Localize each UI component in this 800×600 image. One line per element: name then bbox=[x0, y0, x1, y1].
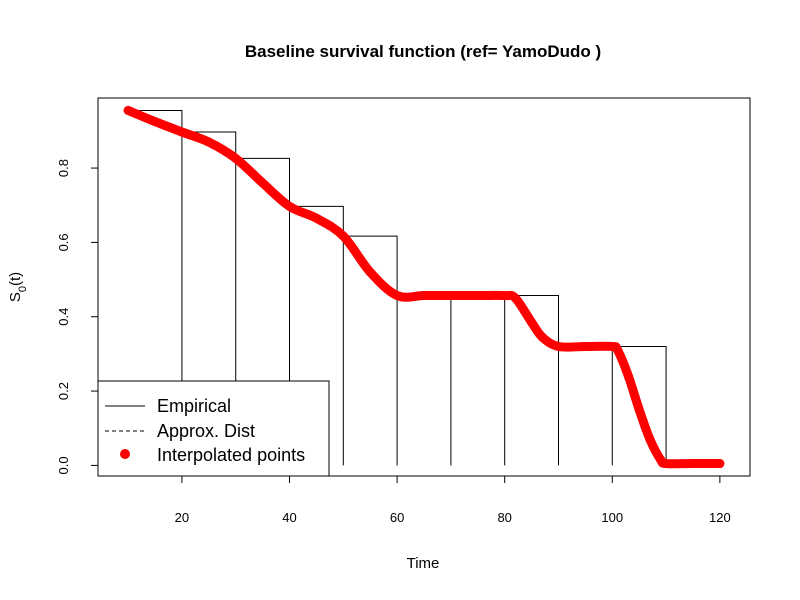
interpolated-point bbox=[634, 405, 644, 415]
interpolated-point bbox=[473, 291, 483, 301]
y-tick-label: 0.4 bbox=[56, 308, 71, 326]
interpolated-series bbox=[123, 105, 725, 469]
interpolated-point bbox=[510, 293, 520, 303]
interpolated-point bbox=[688, 459, 698, 469]
legend-label-interpolated: Interpolated points bbox=[157, 445, 305, 465]
interpolated-point bbox=[645, 434, 655, 444]
legend-label-empirical: Empirical bbox=[157, 396, 231, 416]
interpolated-point bbox=[177, 127, 187, 137]
empirical-step bbox=[128, 109, 183, 466]
interpolated-point bbox=[661, 459, 671, 469]
x-axis-label: Time bbox=[407, 555, 440, 572]
y-tick-label: 0.6 bbox=[56, 233, 71, 251]
interpolated-point bbox=[285, 201, 295, 211]
x-tick-label: 100 bbox=[601, 510, 623, 525]
x-tick-label: 40 bbox=[282, 510, 296, 525]
empirical-step bbox=[397, 295, 452, 466]
empirical-step bbox=[181, 131, 237, 466]
interpolated-point bbox=[446, 291, 456, 301]
interpolated-point bbox=[311, 213, 321, 223]
chart-title: Baseline survival function (ref= YamoDud… bbox=[245, 42, 601, 61]
legend: Empirical Approx. Dist Interpolated poin… bbox=[97, 380, 330, 477]
interpolated-point bbox=[537, 332, 547, 342]
empirical-step bbox=[289, 205, 344, 466]
y-tick-label: 0.0 bbox=[56, 456, 71, 474]
x-tick-label: 60 bbox=[390, 510, 404, 525]
empirical-step bbox=[343, 235, 398, 466]
y-axis-label: S0(t) bbox=[7, 272, 29, 302]
interpolated-point bbox=[258, 178, 268, 188]
interpolated-point bbox=[338, 231, 348, 241]
interpolated-point bbox=[123, 105, 133, 115]
interpolated-point bbox=[231, 153, 241, 163]
x-axis: 20 40 60 80 100 120 bbox=[175, 475, 731, 525]
interpolated-point bbox=[419, 291, 429, 301]
interpolated-point bbox=[613, 345, 623, 355]
interpolated-point bbox=[553, 341, 563, 351]
empirical-step bbox=[558, 345, 613, 466]
y-axis-label-tail: (t) bbox=[7, 272, 24, 286]
y-axis-label-main: S bbox=[7, 292, 24, 302]
x-tick-label: 80 bbox=[497, 510, 511, 525]
interpolated-point bbox=[500, 291, 510, 301]
interpolated-point bbox=[580, 341, 590, 351]
y-axis: 0.0 0.2 0.4 0.6 0.8 bbox=[56, 159, 99, 474]
interpolated-point bbox=[623, 371, 633, 381]
empirical-step bbox=[612, 345, 667, 466]
x-tick-label: 20 bbox=[175, 510, 189, 525]
interpolated-point bbox=[150, 117, 160, 127]
legend-box bbox=[97, 380, 330, 477]
y-tick-label: 0.2 bbox=[56, 382, 71, 400]
interpolated-point bbox=[392, 291, 402, 301]
empirical-step bbox=[450, 295, 506, 466]
y-axis-label-subscript: 0 bbox=[17, 286, 29, 292]
empirical-step bbox=[235, 157, 291, 466]
x-tick-label: 120 bbox=[709, 510, 731, 525]
interpolated-point bbox=[527, 317, 537, 327]
empirical-step bbox=[504, 295, 559, 466]
interpolated-point bbox=[715, 459, 725, 469]
interpolated-point bbox=[365, 267, 375, 277]
legend-point-icon bbox=[120, 449, 130, 459]
interpolated-point bbox=[204, 137, 214, 147]
y-tick-label: 0.8 bbox=[56, 159, 71, 177]
legend-label-approx-dist: Approx. Dist bbox=[157, 421, 255, 441]
